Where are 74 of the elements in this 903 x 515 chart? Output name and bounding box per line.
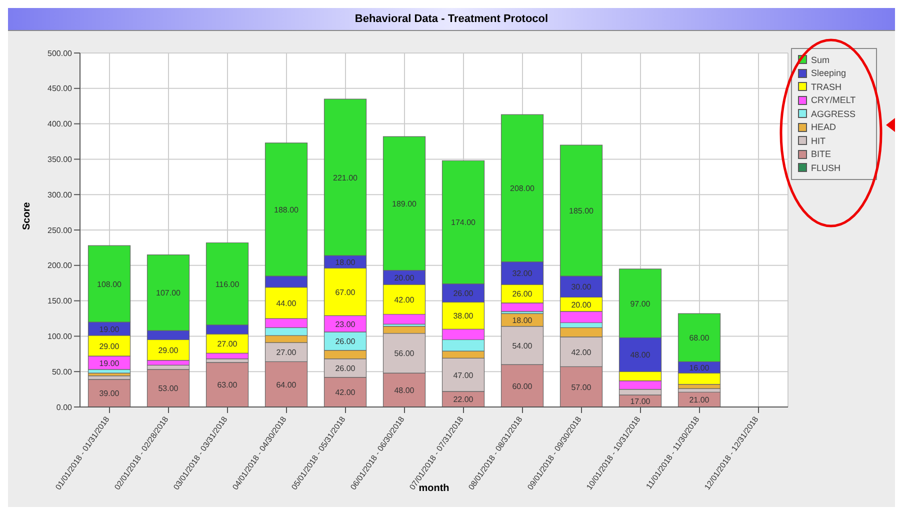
- data-label: 19.00: [99, 358, 120, 368]
- y-tick-label: 450.00: [48, 84, 73, 94]
- data-label: 57.00: [571, 382, 592, 392]
- data-label: 32.00: [512, 269, 533, 278]
- y-tick-label: 400.00: [48, 120, 73, 129]
- data-label: 107.00: [156, 288, 182, 298]
- data-label: 185.00: [569, 206, 594, 216]
- data-label: 44.00: [276, 298, 297, 308]
- data-label: 22.00: [453, 395, 474, 404]
- data-label: 30.00: [571, 282, 592, 292]
- data-label: 54.00: [512, 341, 533, 350]
- data-label: 63.00: [217, 380, 238, 390]
- data-label: 221.00: [333, 173, 358, 182]
- data-label: 108.00: [97, 280, 122, 289]
- data-label: 26.00: [335, 364, 356, 374]
- data-label: 20.00: [394, 273, 415, 282]
- data-label: 21.00: [689, 396, 710, 405]
- bar: [146, 369, 190, 407]
- data-label: 26.00: [335, 337, 356, 346]
- data-label: 42.00: [394, 295, 415, 304]
- data-label: 42.00: [335, 388, 356, 398]
- y-tick-label: 250.00: [48, 226, 73, 235]
- data-label: 29.00: [158, 346, 179, 356]
- data-label: 27.00: [276, 348, 297, 358]
- y-tick-label: 150.00: [48, 296, 73, 306]
- data-label: 174.00: [451, 218, 476, 228]
- data-label: 26.00: [453, 289, 474, 298]
- data-label: 47.00: [453, 370, 474, 380]
- y-tick-label: 200.00: [48, 261, 73, 270]
- data-label: 19.00: [99, 324, 120, 334]
- data-label: 64.00: [276, 380, 297, 390]
- data-label: 16.00: [689, 363, 710, 372]
- data-label: 68.00: [689, 334, 710, 343]
- data-label: 20.00: [571, 300, 592, 310]
- data-label: 56.00: [394, 349, 415, 358]
- y-tick-label: 50.00: [52, 367, 73, 376]
- y-tick-label: 100.00: [48, 332, 73, 342]
- data-label: 53.00: [158, 384, 179, 394]
- data-label: 97.00: [630, 299, 651, 308]
- legend-label: HIT: [811, 136, 826, 146]
- legend-label: Sum: [811, 54, 830, 65]
- data-label: 48.00: [394, 386, 415, 396]
- legend-label: Sleeping: [811, 68, 846, 78]
- y-axis-title: Score: [22, 202, 33, 230]
- data-label: 116.00: [215, 280, 240, 289]
- bar: [206, 362, 249, 407]
- legend-label: FLUSH: [811, 162, 841, 173]
- data-label: 27.00: [217, 340, 238, 349]
- legend-label: AGGRESS: [811, 108, 856, 119]
- data-label: 67.00: [335, 288, 356, 297]
- legend-label: HEAD: [811, 122, 836, 132]
- y-tick-label: 0.00: [56, 402, 73, 412]
- data-label: 188.00: [274, 205, 300, 214]
- data-label: 29.00: [99, 342, 120, 351]
- y-tick-label: 300.00: [48, 190, 73, 200]
- y-tick-label: 350.00: [48, 155, 73, 164]
- legend-label: BITE: [811, 149, 832, 160]
- data-label: 18.00: [512, 316, 533, 325]
- data-label: 23.00: [335, 320, 356, 329]
- data-label: 26.00: [512, 290, 533, 299]
- data-label: 60.00: [512, 382, 533, 391]
- data-label: 42.00: [571, 348, 592, 357]
- data-label: 189.00: [392, 199, 418, 208]
- data-label: 39.00: [99, 389, 120, 398]
- data-label: 208.00: [510, 184, 536, 194]
- bar: [88, 379, 131, 407]
- chart-title: Behavioral Data - Treatment Protocol: [8, 8, 895, 31]
- y-tick-label: 500.00: [48, 48, 73, 58]
- data-label: 17.00: [630, 396, 651, 406]
- data-label: 38.00: [453, 312, 474, 321]
- data-label: 18.00: [335, 258, 356, 267]
- legend-label: CRY/MELT: [811, 95, 856, 106]
- legend-label: TRASH: [811, 82, 842, 92]
- data-label: 48.00: [630, 350, 651, 360]
